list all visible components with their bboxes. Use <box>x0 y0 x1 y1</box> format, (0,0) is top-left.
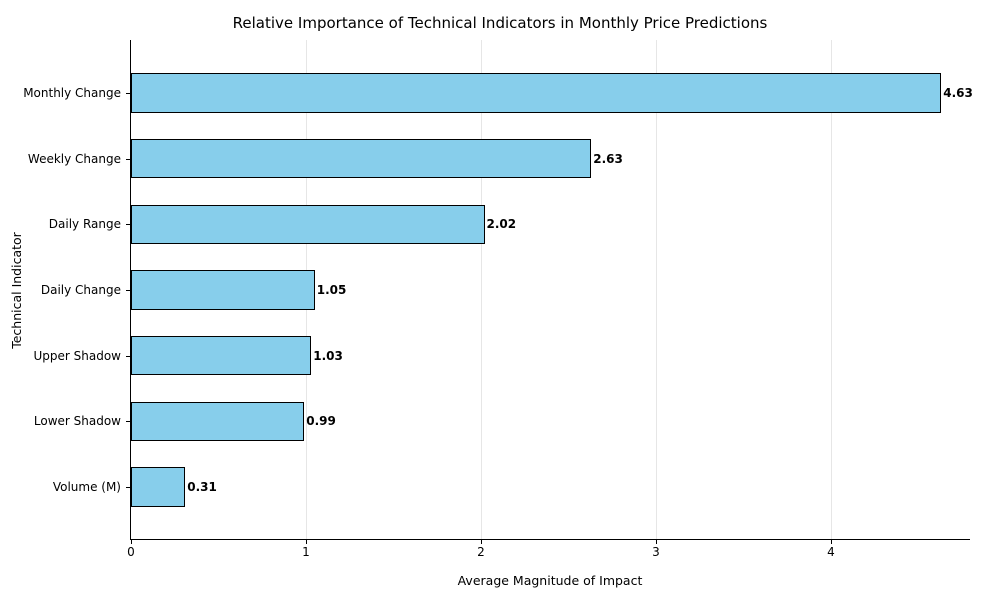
bar-value-label: 0.31 <box>187 480 217 494</box>
x-axis-label: Average Magnitude of Impact <box>130 573 970 588</box>
bar <box>131 139 591 178</box>
xtick-label: 1 <box>302 545 310 559</box>
xtick-mark <box>306 539 307 544</box>
y-axis-label: Technical Indicator <box>9 232 24 349</box>
xtick-mark <box>656 539 657 544</box>
xtick-mark <box>481 539 482 544</box>
plot-area: 4.63Monthly Change2.63Weekly Change2.02D… <box>130 40 970 540</box>
bar <box>131 336 311 375</box>
xtick-label: 4 <box>827 545 835 559</box>
ytick-label: Volume (M) <box>53 480 131 494</box>
bar-value-label: 1.03 <box>313 349 343 363</box>
bar <box>131 402 304 441</box>
xtick-label: 2 <box>477 545 485 559</box>
ytick-label: Lower Shadow <box>34 414 131 428</box>
bar <box>131 73 941 112</box>
chart-title: Relative Importance of Technical Indicat… <box>0 14 1000 32</box>
bar <box>131 270 315 309</box>
bar-value-label: 2.02 <box>487 217 517 231</box>
y-axis-label-wrap: Technical Indicator <box>8 40 24 540</box>
bars-layer: 4.63Monthly Change2.63Weekly Change2.02D… <box>131 40 970 539</box>
ytick-label: Upper Shadow <box>34 349 132 363</box>
chart-container: Relative Importance of Technical Indicat… <box>0 0 1000 600</box>
xtick-mark <box>831 539 832 544</box>
bar <box>131 205 485 244</box>
bar-value-label: 2.63 <box>593 152 623 166</box>
ytick-label: Daily Range <box>49 217 131 231</box>
bar-value-label: 0.99 <box>306 414 336 428</box>
bar-value-label: 1.05 <box>317 283 347 297</box>
xtick-label: 3 <box>652 545 660 559</box>
ytick-label: Weekly Change <box>28 152 131 166</box>
bar-value-label: 4.63 <box>943 86 973 100</box>
bar <box>131 467 185 506</box>
xtick-mark <box>131 539 132 544</box>
xtick-label: 0 <box>127 545 135 559</box>
ytick-label: Daily Change <box>41 283 131 297</box>
ytick-label: Monthly Change <box>23 86 131 100</box>
